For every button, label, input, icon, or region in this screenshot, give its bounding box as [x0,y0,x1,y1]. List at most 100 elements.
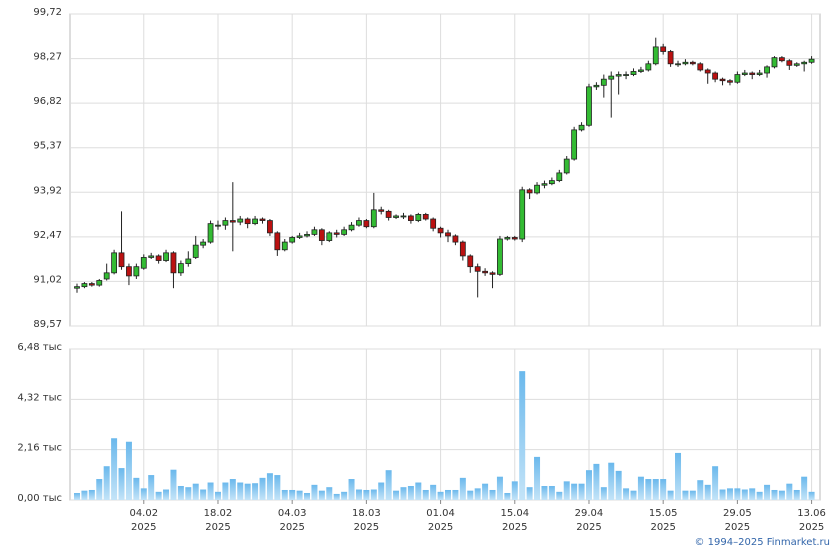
candle-body [600,78,607,86]
volume-bar [801,476,808,500]
y-tick-label: 99,72 [33,7,62,18]
volume-bar [504,493,511,500]
volume-bar [667,490,674,500]
candle-body [764,66,770,74]
volume-bar [778,490,785,500]
volume-bar [289,489,296,500]
volume-bar [207,482,214,500]
candle-body [356,220,362,226]
volume-bar [177,486,184,500]
volume-bar [163,489,170,500]
x-tick-label: 2025 [131,522,156,533]
candle-body [393,215,399,218]
candle-body [318,229,325,241]
volume-bar [407,486,414,500]
volume-bar [467,490,474,500]
volume-bar [623,488,630,500]
candle-body [445,232,451,237]
volume-bar [734,488,741,500]
candle-body [222,220,229,226]
y-tick-label: 4,32 тыс [17,392,62,403]
x-tick-label: 18.03 [352,508,381,519]
x-tick-label: 2025 [428,522,453,533]
candle-body [259,218,266,221]
volume-bar [459,477,466,500]
volume-bar [593,463,600,500]
volume-bar [74,493,80,500]
volume-bar [519,371,526,500]
volume-bar [222,482,229,500]
candle-body [697,63,704,71]
candle-body [615,74,622,77]
candle-body [482,270,489,274]
candle-body [407,215,414,221]
y-tick-label: 91,02 [33,274,62,285]
candle-body [734,74,741,83]
candle-body [348,224,355,231]
volume-bar [689,490,696,500]
volume-bar [793,489,800,500]
y-tick-label: 2,16 тыс [17,443,62,454]
volume-bar [482,483,489,500]
candle-body [81,283,88,288]
candle-body [630,71,637,75]
volume-bar [304,493,311,500]
candle-body [74,286,80,289]
y-tick-label: 92,47 [33,230,62,241]
volume-bar [556,491,563,500]
volume-bar [326,487,333,500]
volume-bar [140,488,147,500]
volume-bar [786,483,793,500]
volume-bar [318,490,325,500]
candle-body [111,252,117,274]
volume-bar [496,476,503,500]
candle-body [185,258,192,265]
candle-body [771,57,778,68]
candle-body [363,220,370,228]
candle-body [229,220,236,223]
candle-body [430,218,437,229]
x-tick-label: 2025 [205,522,230,533]
candle-body [274,232,281,251]
volume-bar [526,487,533,500]
volume-bar [749,488,756,500]
x-tick-label: 2025 [799,522,824,533]
candle-body [563,158,570,174]
candle-body [237,218,244,223]
x-tick-label: 2025 [354,522,379,533]
volume-bar [548,486,555,500]
x-tick-label: 04.02 [129,508,158,519]
credit-link[interactable]: © 1994–2025 Finmarket.ru [694,537,830,548]
volume-bar [385,470,392,500]
volume-bar [637,476,644,500]
volume-bar [764,484,771,500]
candle-body [267,220,273,234]
volume-bar [133,477,140,500]
candle-body [96,280,103,286]
x-tick-label: 04.03 [278,508,307,519]
volume-bar [341,491,348,500]
volume-bar [511,481,518,500]
volume-bar [675,452,682,500]
volume-bar [363,489,370,500]
volume-bar [88,489,95,500]
candle-body [459,241,466,257]
volume-bar [585,470,592,500]
candle-body [170,252,177,274]
plot-area [69,348,821,501]
candle-body [326,232,333,241]
candle-body [727,80,733,83]
candle-body [526,189,533,194]
candle-body [511,237,518,240]
volume-bar [719,489,726,500]
volume-bar [660,479,667,500]
candle-body [682,61,689,65]
candle-body [163,252,169,261]
volume-bar [756,491,763,500]
candle-body [103,272,110,280]
volume-bar [563,481,570,500]
volume-bar [311,484,318,500]
volume-bar [578,483,585,500]
x-tick-label: 2025 [576,522,601,533]
volume-bar [474,488,481,500]
